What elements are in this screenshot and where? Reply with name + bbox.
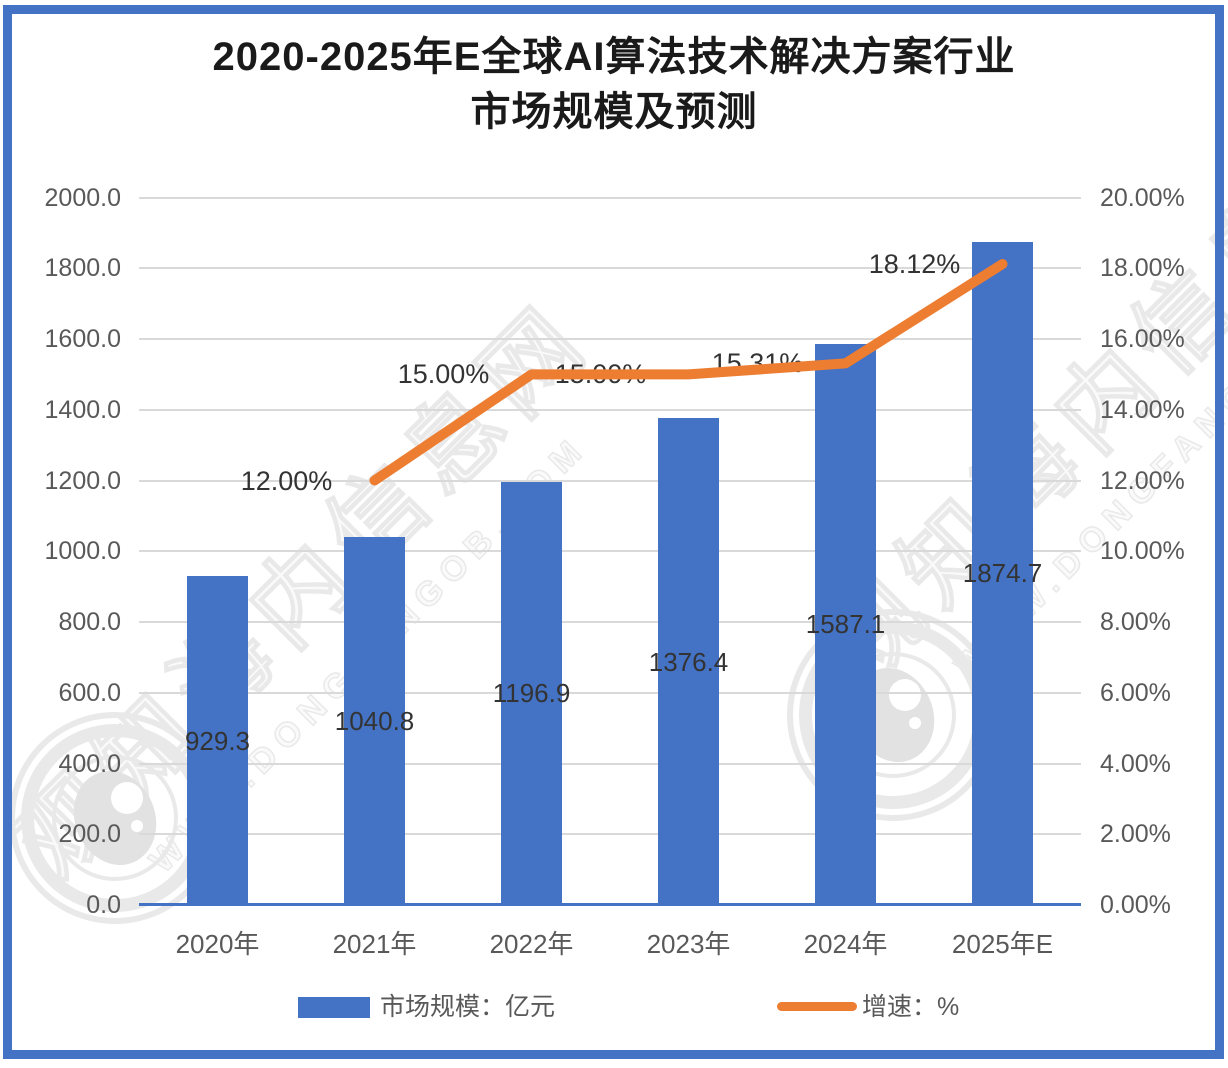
- gridline: [139, 833, 1081, 836]
- x-axis-label: 2025年E: [951, 929, 1054, 959]
- x-axis-label: 2022年: [489, 929, 574, 959]
- bar-value-label: 1196.9: [492, 678, 571, 709]
- y-axis-right-tick-label: 8.00%: [1100, 608, 1171, 636]
- x-axis-label: 2021年: [332, 929, 417, 959]
- legend-growth-swatch: [777, 1002, 857, 1011]
- y-axis-right-tick-label: 12.00%: [1100, 466, 1185, 495]
- y-axis-left-tick-label: 2000.0: [44, 183, 121, 212]
- bar: [187, 576, 248, 905]
- gridline: [139, 621, 1081, 623]
- legend-growth-label: 增速：%: [862, 993, 960, 1021]
- y-axis-left-tick-label: 800.0: [58, 608, 121, 636]
- x-axis-label: 2020年: [175, 929, 260, 959]
- y-axis-right-tick-label: 6.00%: [1100, 678, 1171, 707]
- gridline: [139, 762, 1081, 765]
- y-axis-right-tick-label: 16.00%: [1100, 325, 1185, 353]
- bar-value-label: 1376.4: [648, 646, 729, 677]
- bar-value-label: 929.3: [184, 725, 251, 756]
- growth-value-label: 12.00%: [240, 465, 333, 496]
- bar: [344, 536, 405, 905]
- y-axis-left-tick-label: 600.0: [58, 678, 121, 707]
- y-axis-left-tick-label: 0.0: [86, 891, 121, 919]
- chart-title: 2020-2025年E全球AI算法技术解决方案行业 市场规模及预测: [0, 30, 1228, 140]
- y-axis-right-tick-label: 20.00%: [1100, 183, 1185, 212]
- x-axis-label: 2023年: [646, 929, 731, 959]
- legend-market-size-label: 市场规模：亿元: [380, 993, 556, 1021]
- x-axis-line: [139, 903, 1081, 906]
- y-axis-right-tick-label: 10.00%: [1100, 537, 1185, 566]
- chart-title-line-1: 2020-2025年E全球AI算法技术解决方案行业: [212, 35, 1016, 79]
- gridline: [139, 196, 1081, 199]
- y-axis-left-tick-label: 1200.0: [44, 466, 121, 495]
- y-axis-left-tick-label: 400.0: [58, 749, 121, 778]
- bar-value-label: 1040.8: [334, 705, 415, 736]
- bar: [658, 418, 719, 905]
- y-axis-right-tick-label: 4.00%: [1100, 749, 1171, 778]
- bar: [501, 481, 562, 905]
- gridline: [139, 550, 1081, 553]
- y-axis-left-tick-label: 1400.0: [44, 395, 121, 424]
- x-axis-label: 2024年: [803, 929, 888, 959]
- y-axis-right-tick-label: 14.00%: [1100, 395, 1185, 424]
- bar-value-label: 1587.1: [805, 609, 886, 640]
- bar-value-label: 1874.7: [962, 558, 1043, 589]
- y-axis-left-tick-label: 1000.0: [44, 537, 121, 566]
- y-axis-left-tick-label: 200.0: [58, 820, 121, 849]
- y-axis-left-tick-label: 1800.0: [44, 254, 121, 283]
- y-axis-left-tick-label: 1600.0: [44, 325, 121, 353]
- gridline: [139, 691, 1081, 694]
- y-axis-right-tick-label: 0.00%: [1100, 891, 1171, 919]
- y-axis-right-tick-label: 2.00%: [1100, 820, 1171, 849]
- y-axis-right-tick-label: 18.00%: [1100, 254, 1185, 283]
- chart-title-line-2: 市场规模及预测: [470, 90, 758, 134]
- legend-market-size-swatch: [298, 997, 370, 1018]
